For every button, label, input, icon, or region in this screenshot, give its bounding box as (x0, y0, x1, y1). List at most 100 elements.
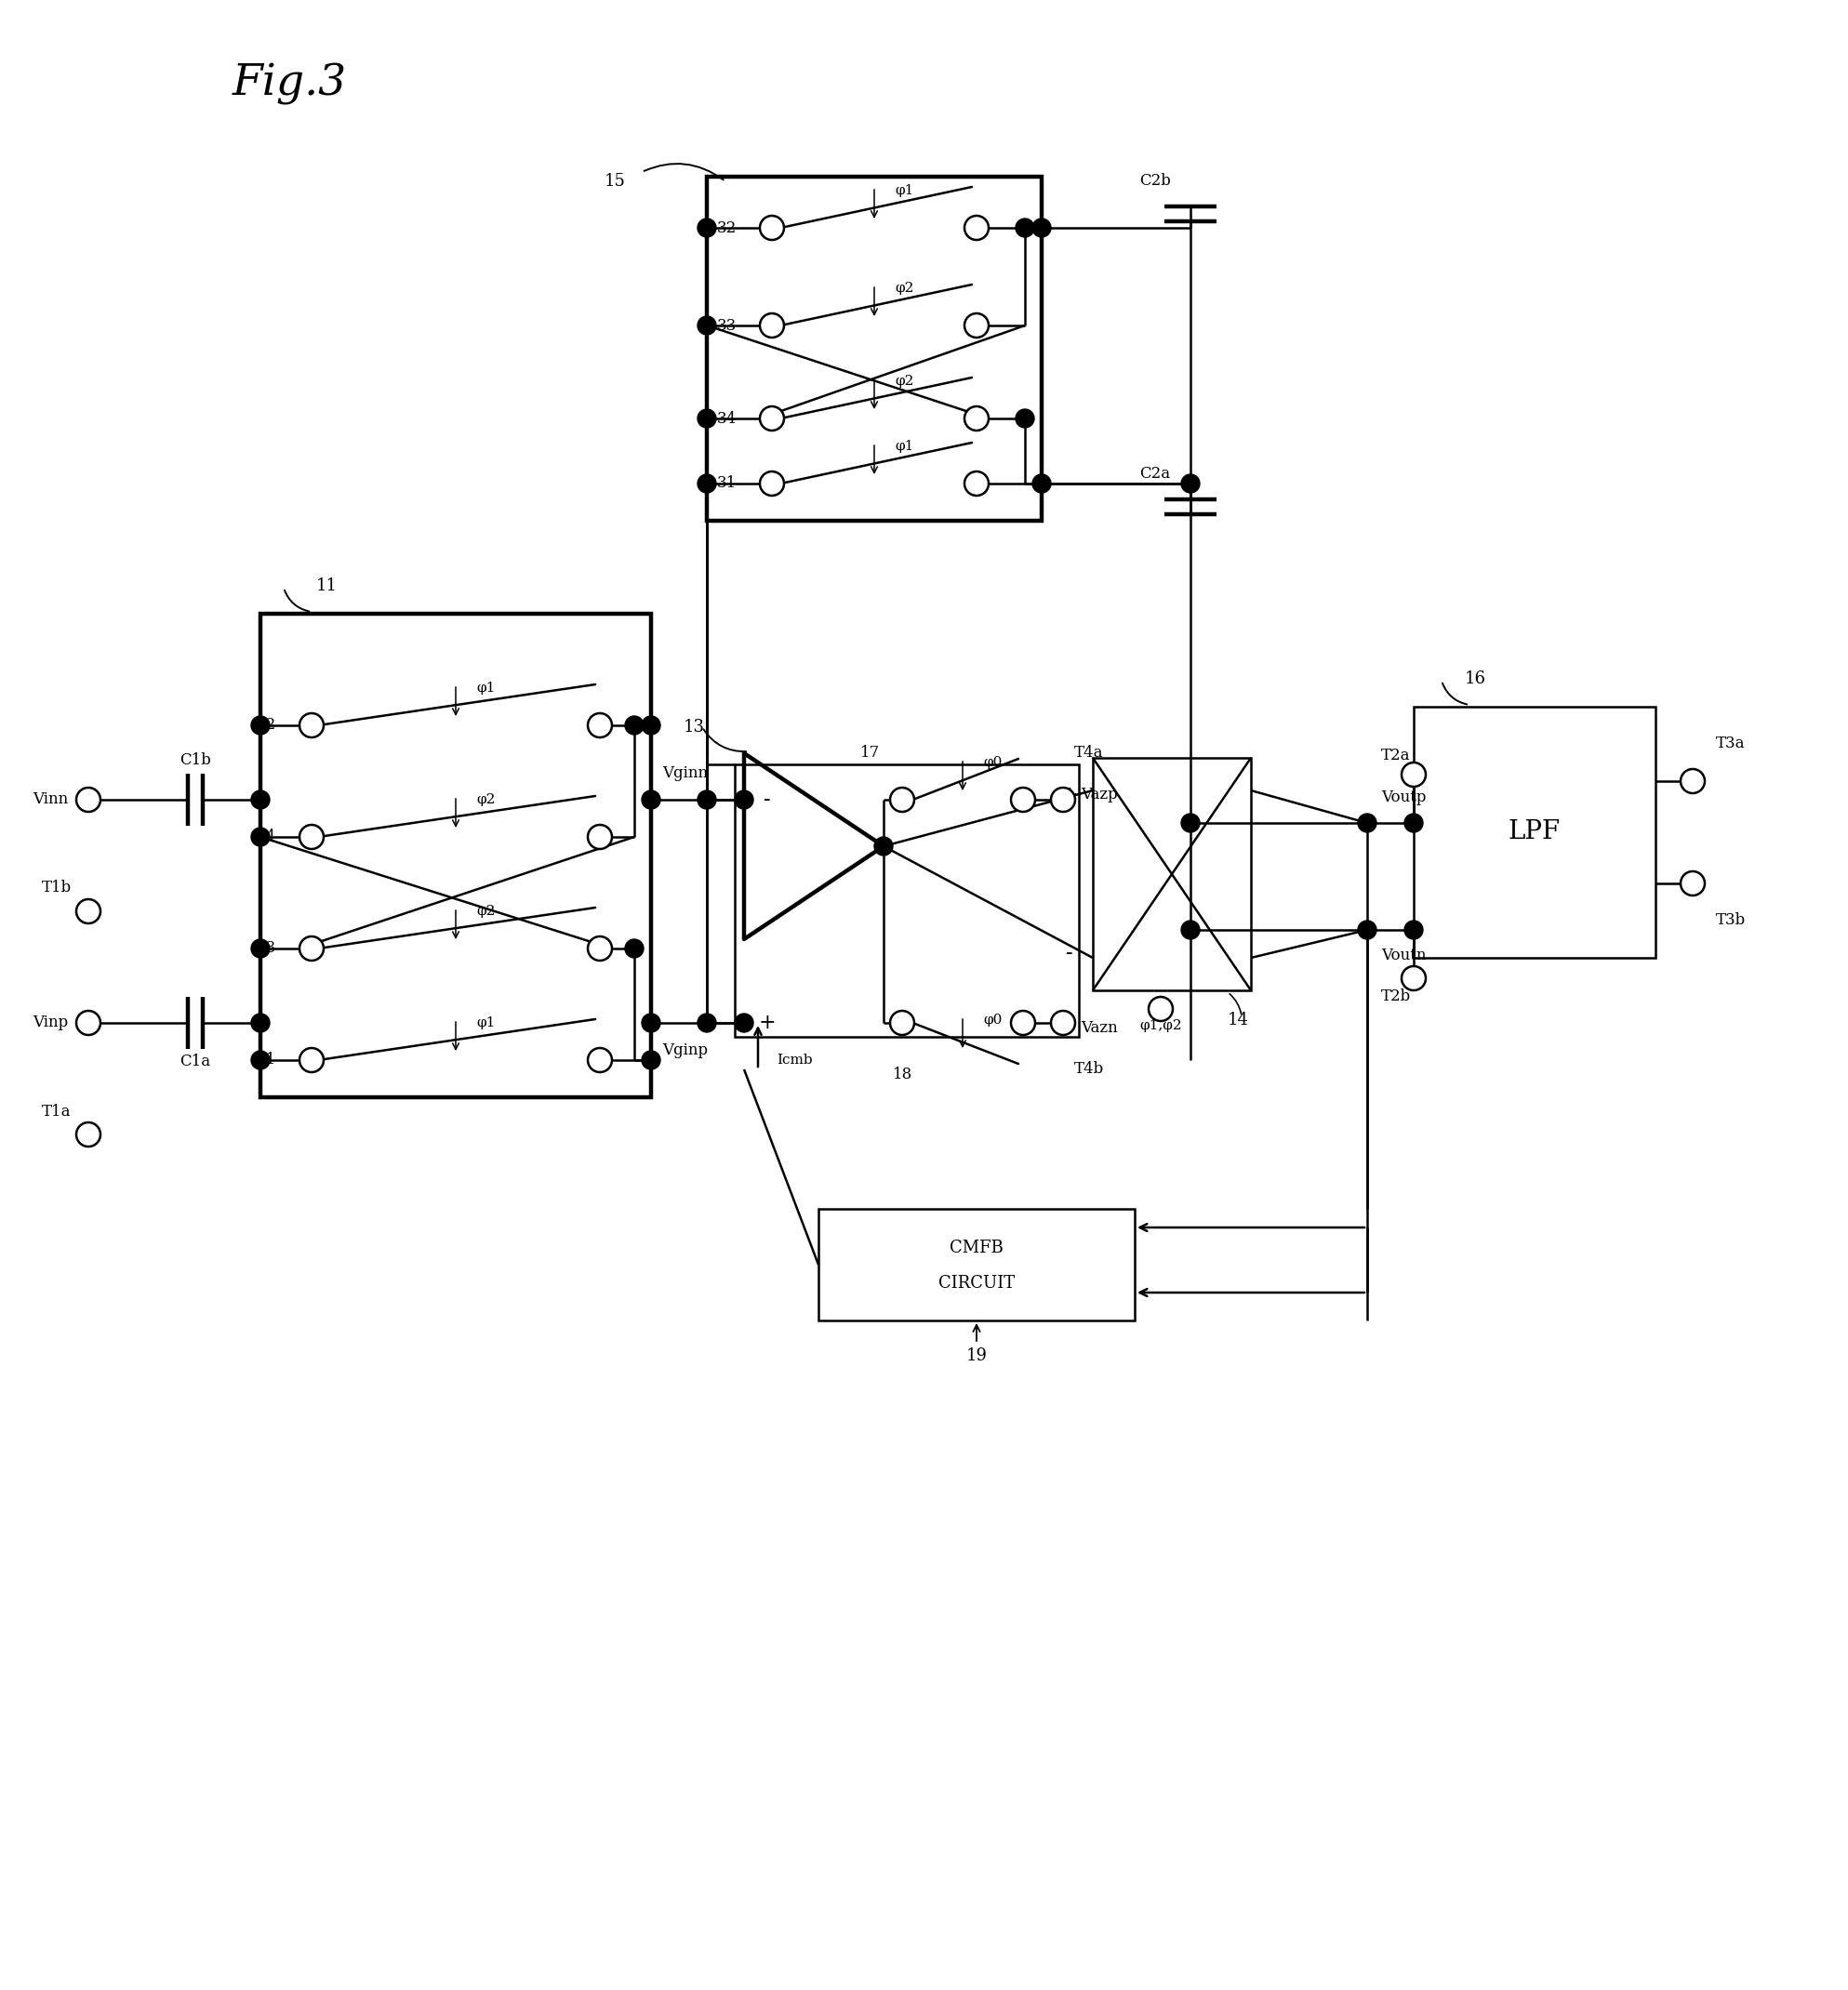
Circle shape (299, 824, 323, 850)
Bar (706, 177, 1042, 521)
Circle shape (251, 716, 270, 734)
Text: Voutn: Voutn (1380, 947, 1427, 963)
Circle shape (891, 1011, 915, 1035)
Circle shape (1181, 814, 1199, 832)
Text: Vazn: Vazn (1081, 1019, 1118, 1035)
Circle shape (1181, 921, 1199, 939)
Circle shape (891, 788, 915, 812)
Text: φ1: φ1 (894, 185, 913, 197)
Circle shape (760, 472, 784, 496)
Bar (736, 764, 1079, 1037)
Circle shape (697, 1013, 717, 1033)
Circle shape (588, 937, 612, 961)
Circle shape (1401, 967, 1427, 991)
Text: C1a: C1a (179, 1055, 211, 1071)
Text: 13: 13 (684, 718, 704, 736)
Circle shape (1011, 788, 1035, 812)
Circle shape (697, 219, 717, 237)
Circle shape (1016, 219, 1035, 237)
Text: T2b: T2b (1380, 989, 1412, 1005)
Text: Vinp: Vinp (33, 1015, 68, 1031)
Circle shape (1181, 474, 1199, 494)
Circle shape (697, 410, 717, 428)
Bar (1414, 706, 1656, 957)
Text: T3b: T3b (1717, 913, 1746, 929)
Circle shape (965, 215, 989, 241)
Text: φ2: φ2 (477, 794, 495, 806)
Text: C1b: C1b (179, 752, 211, 768)
Circle shape (1358, 814, 1377, 832)
Text: Voutp: Voutp (1380, 788, 1427, 804)
Text: φ1: φ1 (894, 440, 913, 454)
Text: CMFB: CMFB (950, 1240, 1003, 1256)
Circle shape (1358, 921, 1377, 939)
Circle shape (299, 937, 323, 961)
Text: T3a: T3a (1717, 736, 1745, 752)
Circle shape (76, 1011, 100, 1035)
Circle shape (1401, 762, 1427, 786)
Circle shape (1033, 474, 1052, 494)
Text: Vginn: Vginn (662, 766, 708, 782)
Circle shape (76, 1122, 100, 1146)
Circle shape (251, 939, 270, 957)
Circle shape (251, 828, 270, 846)
Circle shape (625, 939, 643, 957)
Circle shape (965, 312, 989, 338)
Text: T4a: T4a (1074, 746, 1103, 760)
Text: -: - (763, 790, 771, 810)
Bar (1092, 758, 1251, 991)
Text: φ0: φ0 (983, 756, 1002, 768)
Text: 14: 14 (1227, 1011, 1249, 1029)
Circle shape (641, 1051, 660, 1069)
Circle shape (760, 406, 784, 430)
Text: Icmb: Icmb (776, 1053, 813, 1067)
Text: φ1: φ1 (477, 683, 495, 695)
Bar (261, 613, 650, 1096)
Circle shape (1680, 768, 1704, 794)
Text: φ1,φ2: φ1,φ2 (1140, 1019, 1183, 1033)
Circle shape (697, 474, 717, 494)
Circle shape (76, 788, 100, 812)
Circle shape (299, 1049, 323, 1073)
Text: 24: 24 (257, 830, 275, 846)
Circle shape (1404, 921, 1423, 939)
Text: 17: 17 (861, 746, 880, 760)
Circle shape (697, 790, 717, 810)
Circle shape (1052, 1011, 1076, 1035)
Circle shape (641, 790, 660, 810)
Text: Fig.3: Fig.3 (233, 62, 347, 105)
Circle shape (736, 790, 754, 810)
Circle shape (251, 790, 270, 810)
Circle shape (251, 1051, 270, 1069)
Circle shape (697, 316, 717, 334)
Circle shape (1680, 872, 1704, 896)
Circle shape (736, 1013, 754, 1033)
Text: +: + (1061, 784, 1077, 806)
Circle shape (760, 215, 784, 241)
Text: Vinn: Vinn (33, 792, 68, 808)
Circle shape (874, 838, 893, 856)
Circle shape (76, 899, 100, 923)
Circle shape (1016, 410, 1035, 428)
Circle shape (1404, 814, 1423, 832)
Circle shape (251, 1013, 270, 1033)
Text: CIRCUIT: CIRCUIT (939, 1276, 1015, 1292)
Text: 32: 32 (717, 221, 737, 235)
Text: -: - (1066, 943, 1074, 963)
Circle shape (641, 716, 660, 734)
Bar (819, 1208, 1135, 1321)
Text: φ1: φ1 (477, 1017, 495, 1029)
Circle shape (760, 312, 784, 338)
Text: T4b: T4b (1074, 1061, 1105, 1077)
Text: Vginp: Vginp (662, 1043, 708, 1059)
Circle shape (299, 712, 323, 738)
Text: 22: 22 (257, 718, 275, 732)
Circle shape (625, 716, 643, 734)
Circle shape (588, 712, 612, 738)
Text: φ2: φ2 (894, 283, 913, 295)
Circle shape (965, 406, 989, 430)
Text: C2b: C2b (1140, 173, 1172, 189)
Circle shape (588, 1049, 612, 1073)
Text: 16: 16 (1465, 671, 1486, 687)
Text: LPF: LPF (1508, 820, 1562, 846)
